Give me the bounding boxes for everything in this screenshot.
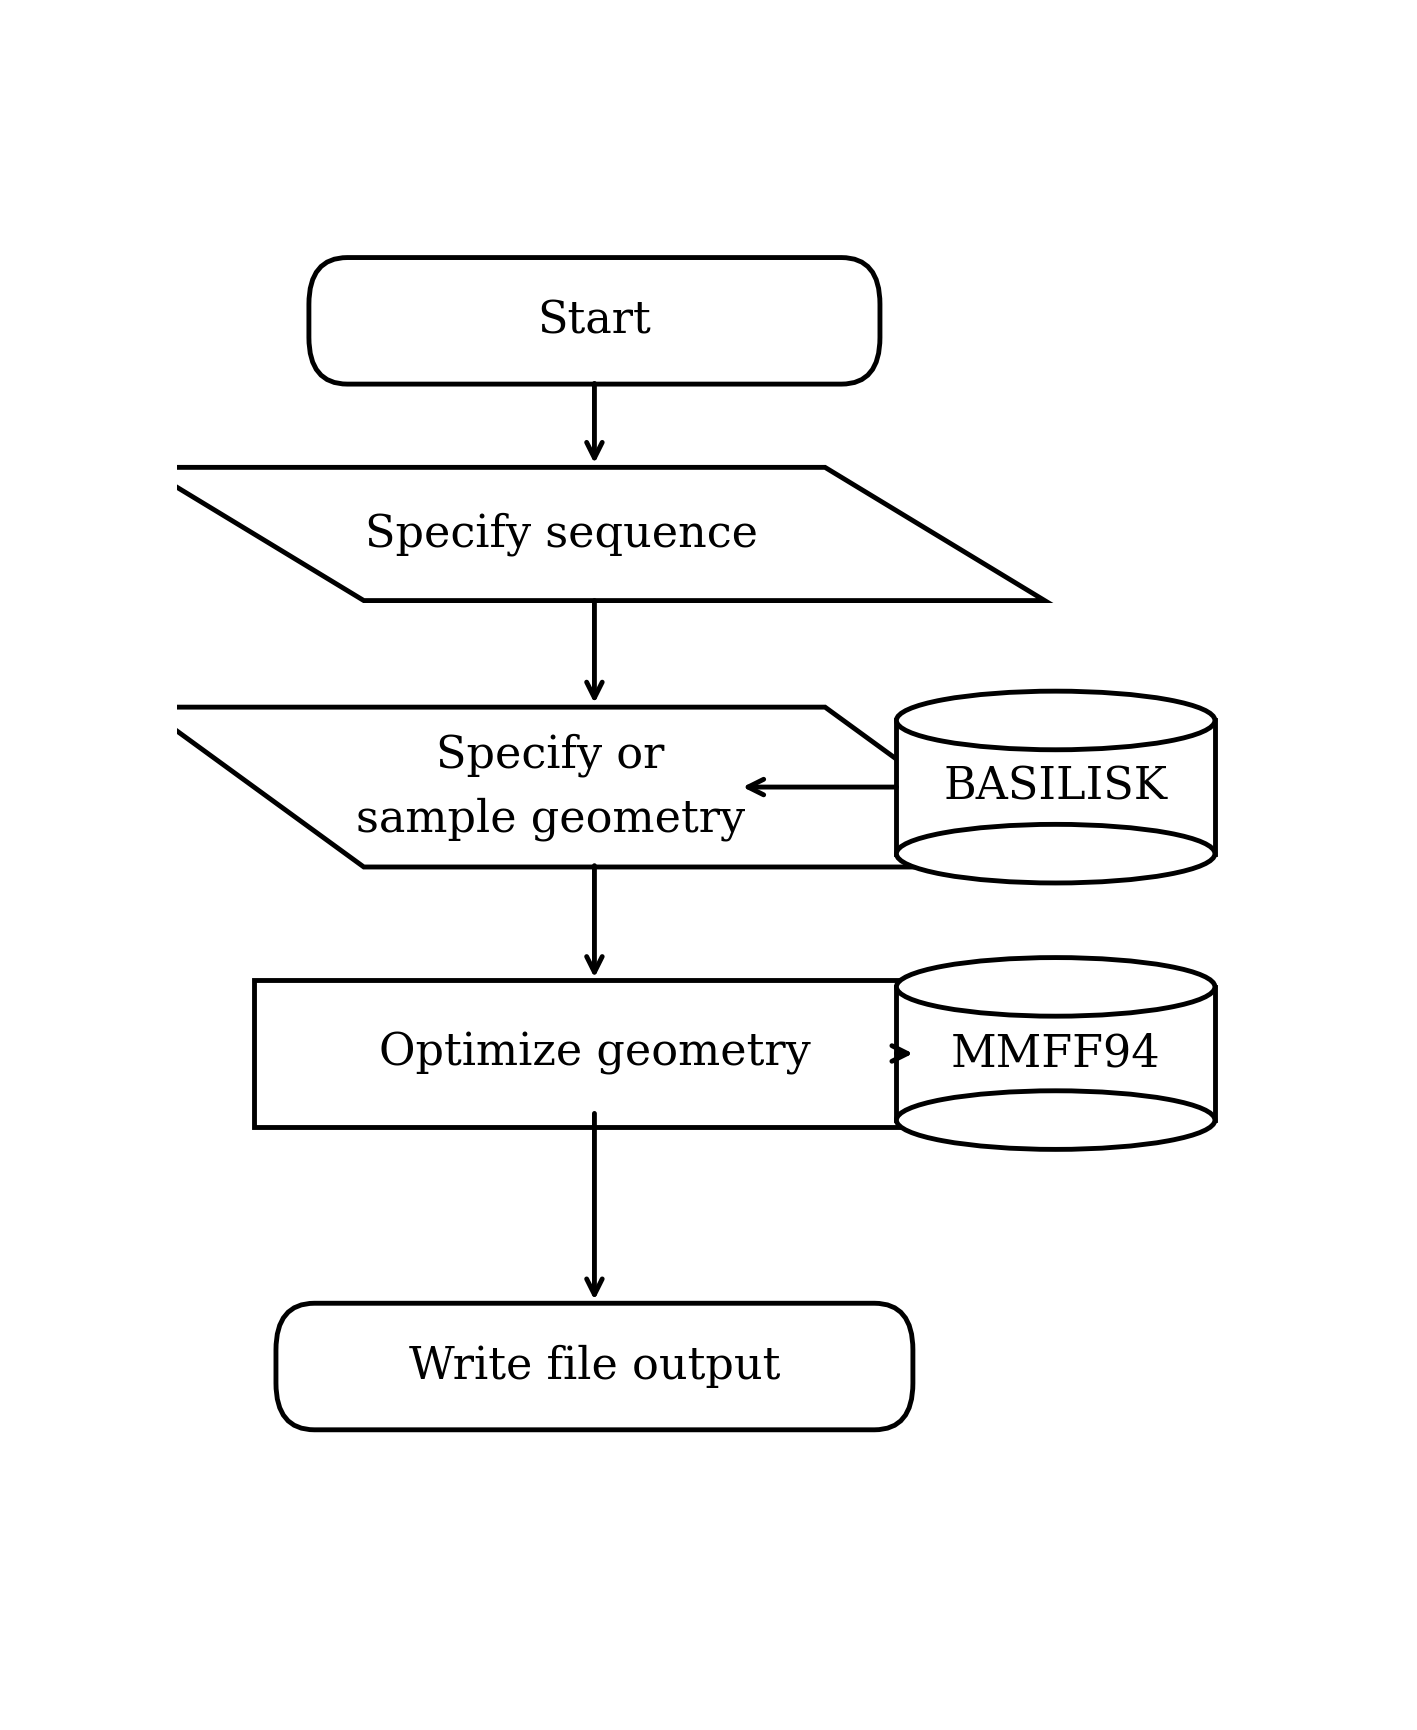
Ellipse shape	[897, 958, 1214, 1016]
Ellipse shape	[897, 1092, 1214, 1149]
Ellipse shape	[897, 825, 1214, 882]
Ellipse shape	[897, 692, 1214, 749]
Text: Start: Start	[537, 299, 652, 343]
FancyBboxPatch shape	[276, 1303, 913, 1429]
Text: Specify sequence: Specify sequence	[366, 512, 758, 555]
Bar	[254, 981, 935, 1126]
Bar	[897, 720, 1214, 853]
Text: MMFF94: MMFF94	[951, 1031, 1161, 1074]
FancyBboxPatch shape	[309, 258, 880, 384]
Text: Optimize geometry: Optimize geometry	[378, 1031, 811, 1074]
Text: Specify or
sample geometry: Specify or sample geometry	[356, 734, 745, 841]
Polygon shape	[145, 467, 1044, 600]
Polygon shape	[145, 708, 1044, 867]
Text: Write file output: Write file output	[408, 1344, 781, 1387]
Text: BASILISK: BASILISK	[944, 765, 1168, 808]
Bar	[897, 986, 1214, 1119]
